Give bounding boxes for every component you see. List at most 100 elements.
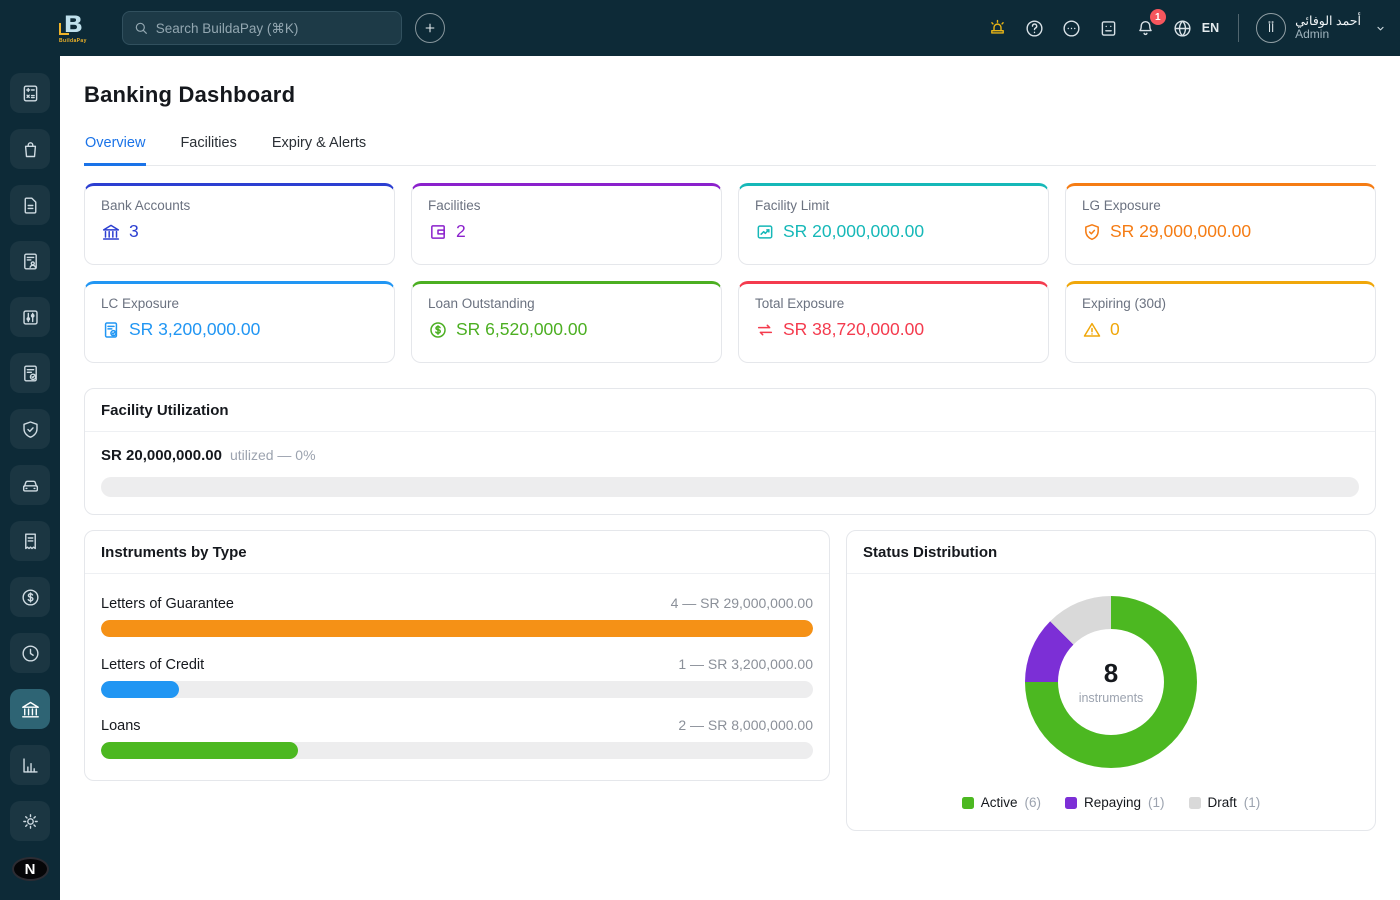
logo-mark: B — [64, 13, 81, 37]
main-content: Banking Dashboard OverviewFacilitiesExpi… — [60, 56, 1400, 855]
clipboard-check-icon — [101, 320, 121, 340]
sidebar-item-car[interactable] — [10, 465, 50, 505]
instrument-row-letters-of-guarantee: Letters of Guarantee4 — SR 29,000,000.00 — [101, 595, 813, 637]
instruments-title: Instruments by Type — [85, 531, 829, 574]
chat-button[interactable] — [1057, 13, 1087, 43]
stat-card-facilities: Facilities 2 — [411, 183, 722, 265]
gear-icon — [20, 811, 41, 832]
chat-icon — [1061, 18, 1082, 39]
stat-label: LC Exposure — [101, 296, 378, 311]
document-icon — [20, 195, 41, 216]
help-icon — [1024, 18, 1045, 39]
stat-label: Facilities — [428, 198, 705, 213]
user-name: أحمد الوفائي — [1295, 14, 1361, 28]
instrument-bar-track — [101, 620, 813, 637]
sidebar: N — [0, 56, 60, 900]
language-label[interactable]: EN — [1202, 21, 1219, 35]
sidebar-item-clock[interactable] — [10, 633, 50, 673]
instrument-bar-fill — [101, 620, 813, 637]
stat-value: 0 — [1082, 319, 1359, 340]
status-donut-chart: 8 instruments — [1025, 596, 1197, 768]
search-icon — [133, 20, 149, 36]
sidebar-item-sliders[interactable] — [10, 297, 50, 337]
shield-check-icon — [1082, 222, 1102, 242]
buildapay-logo[interactable]: B BuildaPay — [59, 13, 87, 44]
sidebar-item-contract[interactable] — [10, 241, 50, 281]
sidebar-item-bar-chart[interactable] — [10, 745, 50, 785]
global-search[interactable] — [122, 11, 402, 45]
instrument-row-letters-of-credit: Letters of Credit 1 — SR 3,200,000.00 — [101, 656, 813, 698]
legend-item-repaying: Repaying (1) — [1065, 795, 1165, 810]
siren-button[interactable] — [983, 13, 1013, 43]
utilization-progressbar — [101, 477, 1359, 497]
sidebar-item-bank[interactable] — [10, 689, 50, 729]
utilization-summary: SR 20,000,000.00utilized — 0% — [101, 447, 1359, 464]
instrument-row-loans: Loans2 — SR 8,000,000.00 — [101, 717, 813, 759]
dollar-coin-icon — [20, 587, 41, 608]
instruments-by-type-panel: Instruments by Type Letters of Guarantee… — [84, 530, 830, 781]
search-input[interactable] — [156, 21, 386, 36]
clipboard-check-icon — [20, 363, 41, 384]
stat-label: Expiring (30d) — [1082, 296, 1359, 311]
shopping-bag-icon — [20, 139, 41, 160]
car-icon — [20, 475, 41, 496]
add-button[interactable] — [415, 13, 445, 43]
instrument-bar-fill — [101, 742, 298, 759]
sidebar-item-document[interactable] — [10, 185, 50, 225]
instrument-value: 4 — SR 29,000,000.00 — [671, 595, 813, 611]
sidebar-footer-avatar[interactable]: N — [12, 857, 49, 881]
legend-swatch — [1065, 797, 1077, 809]
receipt-icon — [20, 531, 41, 552]
sidebar-item-shopping-bag[interactable] — [10, 129, 50, 169]
facility-icon — [428, 222, 448, 242]
instrument-bar-fill — [101, 681, 179, 698]
legend-count: (1) — [1244, 795, 1261, 810]
journal-button[interactable] — [1094, 13, 1124, 43]
stat-card-lc-exposure: LC ExposureSR 3,200,000.00 — [84, 281, 395, 363]
calculator-icon — [20, 83, 41, 104]
legend-swatch — [1189, 797, 1201, 809]
sidebar-item-receipt[interactable] — [10, 521, 50, 561]
stat-value: 2 — [428, 221, 705, 242]
instrument-value: 2 — SR 8,000,000.00 — [678, 717, 813, 733]
user-menu[interactable]: أأ أحمد الوفائي Admin — [1256, 13, 1386, 43]
status-distribution-panel: Status Distribution 8 instruments Active… — [846, 530, 1376, 831]
bell-button[interactable]: 1 — [1131, 13, 1161, 43]
help-button[interactable] — [1020, 13, 1050, 43]
notification-badge: 1 — [1150, 9, 1166, 25]
stat-card-loan-outstanding: Loan OutstandingSR 6,520,000.00 — [411, 281, 722, 363]
legend-label: Active — [981, 795, 1018, 810]
legend-count: (1) — [1148, 795, 1165, 810]
trend-chart-icon — [755, 222, 775, 242]
tab-bar: Overview Facilities Expiry & Alerts — [84, 135, 1376, 166]
tab-expiry-alerts[interactable]: Expiry & Alerts — [271, 135, 367, 166]
globe-icon — [1172, 18, 1193, 39]
sidebar-item-calculator[interactable] — [10, 73, 50, 113]
swap-arrows-icon — [755, 320, 775, 340]
sidebar-item-shield-check[interactable] — [10, 409, 50, 449]
globe-button[interactable] — [1168, 13, 1198, 43]
legend-count: (6) — [1024, 795, 1041, 810]
search-icon — [133, 20, 149, 36]
dollar-coin-icon — [428, 320, 448, 340]
legend-item-active: Active (6) — [962, 795, 1041, 810]
stat-label: LG Exposure — [1082, 198, 1359, 213]
status-legend: Active(6)Repaying(1)Draft(1) — [962, 795, 1261, 810]
tab-overview[interactable]: Overview — [84, 135, 146, 166]
topbar: B BuildaPay 1 EN أأ أحمد الوفائي Admin — [0, 0, 1400, 56]
sliders-icon — [20, 307, 41, 328]
logo-text: BuildaPay — [59, 38, 87, 44]
sidebar-item-clipboard-check[interactable] — [10, 353, 50, 393]
sidebar-item-gear[interactable] — [10, 801, 50, 841]
instrument-label: Letters of Credit — [101, 657, 204, 673]
stat-label: Facility Limit — [755, 198, 1032, 213]
legend-label: Repaying — [1084, 795, 1141, 810]
stat-card-facility-limit: Facility LimitSR 20,000,000.00 — [738, 183, 1049, 265]
instrument-value: 1 — SR 3,200,000.00 — [678, 656, 813, 672]
sidebar-item-dollar-coin[interactable] — [10, 577, 50, 617]
avatar: أأ — [1256, 13, 1286, 43]
siren-icon — [987, 18, 1008, 39]
facility-utilization-panel: Facility Utilization SR 20,000,000.00uti… — [84, 388, 1376, 515]
legend-swatch — [962, 797, 974, 809]
tab-facilities[interactable]: Facilities — [179, 135, 237, 166]
